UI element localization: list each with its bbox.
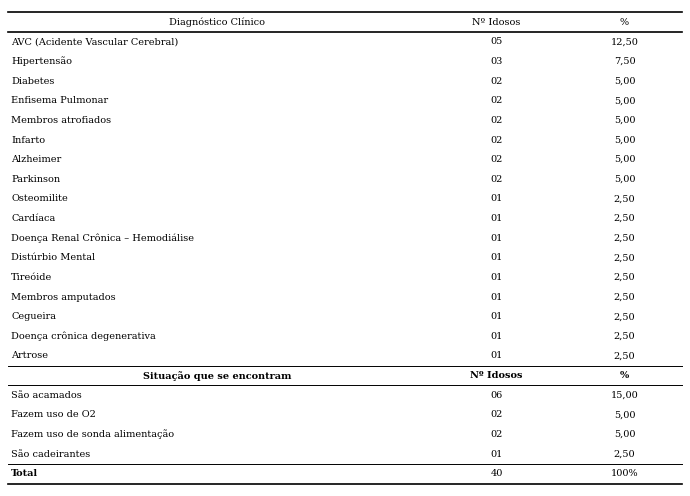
Text: Distúrbio Mental: Distúrbio Mental bbox=[11, 253, 95, 262]
Text: Total: Total bbox=[11, 469, 38, 478]
Text: 5,00: 5,00 bbox=[613, 430, 635, 439]
Text: 01: 01 bbox=[491, 332, 503, 341]
Text: 2,50: 2,50 bbox=[613, 293, 635, 302]
Text: Tireóide: Tireóide bbox=[11, 273, 52, 282]
Text: Situação que se encontram: Situação que se encontram bbox=[143, 371, 291, 380]
Text: Membros atrofiados: Membros atrofiados bbox=[11, 116, 111, 125]
Text: 02: 02 bbox=[491, 410, 503, 420]
Text: 5,00: 5,00 bbox=[613, 96, 635, 105]
Text: 2,50: 2,50 bbox=[613, 194, 635, 203]
Text: 100%: 100% bbox=[611, 469, 638, 478]
Text: 03: 03 bbox=[491, 57, 503, 66]
Text: 02: 02 bbox=[491, 430, 503, 439]
Text: 2,50: 2,50 bbox=[613, 253, 635, 262]
Text: Fazem uso de O2: Fazem uso de O2 bbox=[11, 410, 96, 420]
Text: 01: 01 bbox=[491, 293, 503, 302]
Text: AVC (Acidente Vascular Cerebral): AVC (Acidente Vascular Cerebral) bbox=[11, 37, 178, 46]
Text: 2,50: 2,50 bbox=[613, 273, 635, 282]
Text: 02: 02 bbox=[491, 76, 503, 86]
Text: 7,50: 7,50 bbox=[613, 57, 635, 66]
Text: 40: 40 bbox=[491, 469, 503, 478]
Text: Cegueira: Cegueira bbox=[11, 312, 56, 321]
Text: 06: 06 bbox=[491, 391, 502, 400]
Text: Diabetes: Diabetes bbox=[11, 76, 55, 86]
Text: 2,50: 2,50 bbox=[613, 332, 635, 341]
Text: Membros amputados: Membros amputados bbox=[11, 293, 116, 302]
Text: 02: 02 bbox=[491, 175, 503, 184]
Text: Nº Idosos: Nº Idosos bbox=[471, 371, 523, 380]
Text: 5,00: 5,00 bbox=[613, 76, 635, 86]
Text: 01: 01 bbox=[491, 234, 503, 243]
Text: Osteomilite: Osteomilite bbox=[11, 194, 68, 203]
Text: 01: 01 bbox=[491, 352, 503, 361]
Text: %: % bbox=[620, 18, 629, 27]
Text: 01: 01 bbox=[491, 450, 503, 459]
Text: %: % bbox=[620, 371, 629, 380]
Text: 01: 01 bbox=[491, 253, 503, 262]
Text: São cadeirantes: São cadeirantes bbox=[11, 450, 90, 459]
Text: 2,50: 2,50 bbox=[613, 214, 635, 223]
Text: 02: 02 bbox=[491, 155, 503, 164]
Text: Parkinson: Parkinson bbox=[11, 175, 60, 184]
Text: Cardíaca: Cardíaca bbox=[11, 214, 55, 223]
Text: 2,50: 2,50 bbox=[613, 450, 635, 459]
Text: 12,50: 12,50 bbox=[611, 37, 638, 46]
Text: Alzheimer: Alzheimer bbox=[11, 155, 61, 164]
Text: Nº Idosos: Nº Idosos bbox=[473, 18, 521, 27]
Text: São acamados: São acamados bbox=[11, 391, 82, 400]
Text: 2,50: 2,50 bbox=[613, 352, 635, 361]
Text: 2,50: 2,50 bbox=[613, 312, 635, 321]
Text: 5,00: 5,00 bbox=[613, 116, 635, 125]
Text: Hipertensão: Hipertensão bbox=[11, 57, 72, 66]
Text: Enfisema Pulmonar: Enfisema Pulmonar bbox=[11, 96, 108, 105]
Text: Doença crônica degenerativa: Doença crônica degenerativa bbox=[11, 332, 156, 341]
Text: 01: 01 bbox=[491, 214, 503, 223]
Text: 02: 02 bbox=[491, 96, 503, 105]
Text: Diagnóstico Clínico: Diagnóstico Clínico bbox=[169, 17, 265, 27]
Text: 02: 02 bbox=[491, 135, 503, 144]
Text: 05: 05 bbox=[491, 37, 502, 46]
Text: 15,00: 15,00 bbox=[611, 391, 638, 400]
Text: 01: 01 bbox=[491, 194, 503, 203]
Text: 01: 01 bbox=[491, 312, 503, 321]
Text: Infarto: Infarto bbox=[11, 135, 45, 144]
Text: Artrose: Artrose bbox=[11, 352, 48, 361]
Text: 01: 01 bbox=[491, 273, 503, 282]
Text: 2,50: 2,50 bbox=[613, 234, 635, 243]
Text: Doença Renal Crônica – Hemodiálise: Doença Renal Crônica – Hemodiálise bbox=[11, 234, 194, 243]
Text: Fazem uso de sonda alimentação: Fazem uso de sonda alimentação bbox=[11, 430, 174, 439]
Text: 5,00: 5,00 bbox=[613, 135, 635, 144]
Text: 5,00: 5,00 bbox=[613, 410, 635, 420]
Text: 5,00: 5,00 bbox=[613, 175, 635, 184]
Text: 5,00: 5,00 bbox=[613, 155, 635, 164]
Text: 02: 02 bbox=[491, 116, 503, 125]
